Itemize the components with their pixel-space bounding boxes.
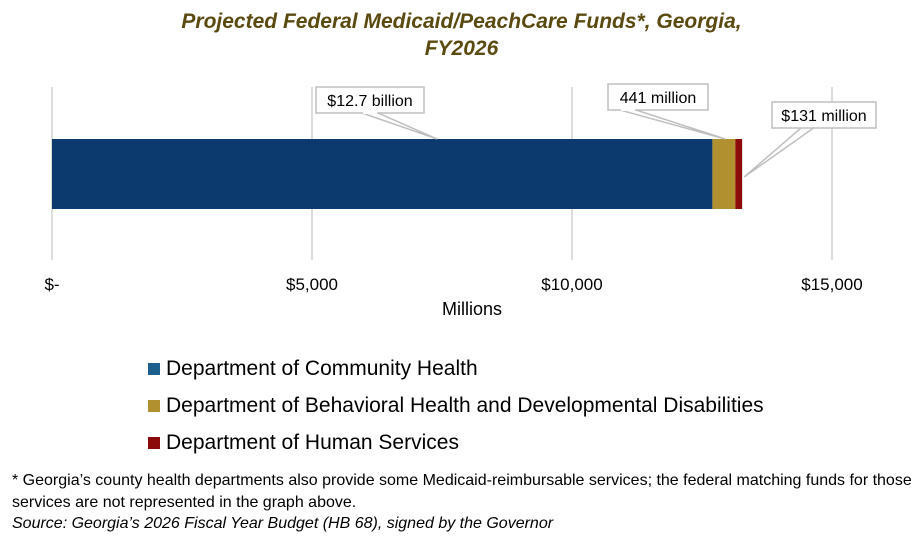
x-tick-label-2: $10,000 xyxy=(541,275,602,294)
bar-segment-community-health xyxy=(52,139,713,209)
legend-label-human-services: Department of Human Services xyxy=(166,430,459,454)
legend-item-behavioral-health: Department of Behavioral Health and Deve… xyxy=(148,387,764,424)
bar-segment-behavioral-health xyxy=(712,139,736,209)
legend-item-community-health: Department of Community Health xyxy=(148,350,764,387)
x-tick-label-3: $15,000 xyxy=(801,275,862,294)
legend-swatch-community-health xyxy=(148,362,160,375)
legend-item-human-services: Department of Human Services xyxy=(148,424,764,461)
chart-area: $12.7 billion 441 million $131 million $- $… xyxy=(44,83,877,319)
data-label-behavioral-health: 441 million xyxy=(620,90,696,107)
x-tick-label-1: $5,000 xyxy=(286,275,338,294)
chart-title-line-1: Projected Federal Medicaid/PeachCare Fun… xyxy=(181,10,742,33)
source-note: Source: Georgia’s 2026 Fiscal Year Budge… xyxy=(12,515,554,532)
footnote: * Georgia’s county health departments al… xyxy=(12,472,912,511)
legend-label-behavioral-health: Department of Behavioral Health and Deve… xyxy=(166,393,764,417)
legend-swatch-behavioral-health xyxy=(148,399,160,412)
bar-segment-human-services xyxy=(735,139,743,209)
data-label-community-health: $12.7 billion xyxy=(327,93,412,110)
chart-title-line-2: FY2026 xyxy=(424,37,499,60)
x-axis-label: Millions xyxy=(442,299,502,319)
data-label-human-services: $131 million xyxy=(781,108,866,125)
chart-title: Projected Federal Medicaid/PeachCare Fun… xyxy=(0,8,923,62)
data-label-callout-human-services: $131 million xyxy=(743,101,877,178)
legend: Department of Community Health Departmen… xyxy=(148,350,764,461)
data-label-callout-behavioral-health: 441 million xyxy=(607,83,726,140)
legend-label-community-health: Department of Community Health xyxy=(166,356,478,380)
legend-swatch-human-services xyxy=(148,436,160,449)
data-label-callout-community-health: $12.7 billion xyxy=(315,86,438,140)
x-tick-label-0: $- xyxy=(44,275,59,294)
